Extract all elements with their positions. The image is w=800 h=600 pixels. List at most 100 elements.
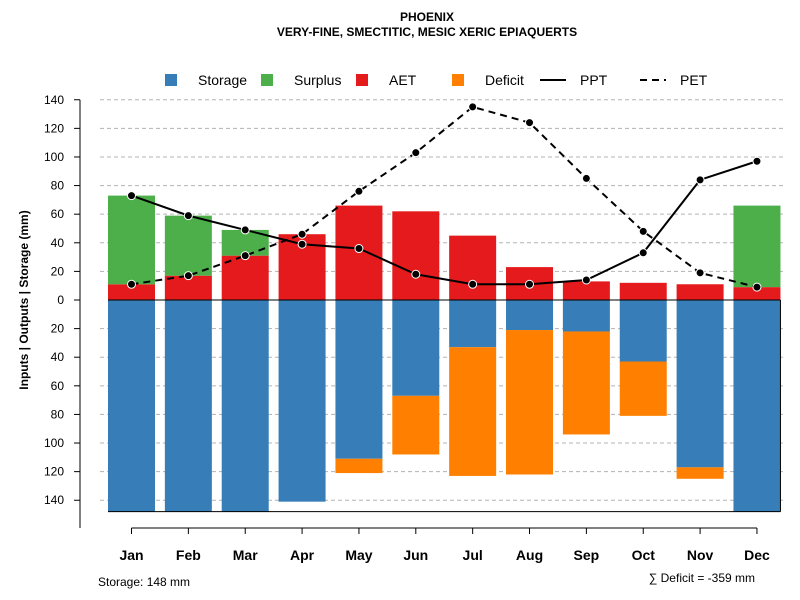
bar-storage xyxy=(108,300,155,512)
bar-deficit xyxy=(335,458,383,474)
x-tick-label: Mar xyxy=(233,547,258,563)
legend-swatch-deficit xyxy=(452,74,464,86)
bar-aet xyxy=(449,235,497,300)
bar-storage xyxy=(278,300,326,502)
bar-storage xyxy=(676,300,724,468)
legend: Storage Surplus AET Deficit PPT PET xyxy=(165,72,708,88)
y-tick-label: 100 xyxy=(44,150,64,164)
legend-label-ppt: PPT xyxy=(580,72,608,88)
y-tick-label: 20 xyxy=(51,322,65,336)
bar-deficit xyxy=(449,347,497,476)
ppt-point xyxy=(695,175,705,185)
legend-label-aet: AET xyxy=(389,72,417,88)
chart-title: PHOENIX xyxy=(400,10,454,24)
bar-deficit xyxy=(676,467,724,479)
y-tick-label: 120 xyxy=(44,121,64,135)
bar-storage xyxy=(562,300,610,332)
bar-storage xyxy=(733,300,781,512)
ppt-point xyxy=(354,244,364,254)
y-axis-label: Inputs | Outputs | Storage (mm) xyxy=(17,210,31,389)
ppt-point xyxy=(297,239,307,249)
pet-point xyxy=(297,229,307,239)
bar-storage xyxy=(449,300,497,348)
bar-aet xyxy=(108,284,155,300)
lines xyxy=(127,102,762,292)
bar-deficit xyxy=(506,330,554,475)
y-tick-label: 40 xyxy=(51,236,65,250)
pet-point xyxy=(525,118,535,128)
axes xyxy=(74,99,758,534)
legend-label-deficit: Deficit xyxy=(485,72,524,88)
x-tick-label: Dec xyxy=(744,547,770,563)
pet-point xyxy=(468,102,478,112)
legend-swatch-aet xyxy=(356,74,368,86)
pet-point xyxy=(411,148,421,158)
pet-point xyxy=(354,186,364,196)
legend-label-pet: PET xyxy=(680,72,708,88)
x-tick-label: Nov xyxy=(687,547,714,563)
x-tick-label: Apr xyxy=(290,547,315,563)
x-tick-label: Aug xyxy=(516,547,543,563)
y-tick-label: 60 xyxy=(51,207,65,221)
pet-point xyxy=(581,173,591,183)
pet-point xyxy=(240,251,250,261)
legend-label-storage: Storage xyxy=(198,72,247,88)
x-tick-label: Jun xyxy=(403,547,428,563)
y-tick-label: 100 xyxy=(44,436,64,450)
ppt-point xyxy=(240,225,250,235)
bar-surplus xyxy=(108,195,155,285)
x-tick-label: Oct xyxy=(632,547,656,563)
y-tick-label: 120 xyxy=(44,465,64,479)
bar-aet xyxy=(392,211,440,300)
y-tick-label: 140 xyxy=(44,93,64,107)
bar-deficit xyxy=(392,395,440,455)
ppt-point xyxy=(581,275,591,285)
pet-point xyxy=(695,268,705,278)
ppt-point xyxy=(411,269,421,279)
pet-point xyxy=(127,279,136,289)
y-tick-label: 80 xyxy=(51,407,65,421)
bar-aet xyxy=(676,284,724,300)
bar-storage xyxy=(164,300,212,512)
ppt-point xyxy=(183,211,193,221)
ppt-point xyxy=(127,191,136,201)
bar-storage xyxy=(506,300,554,331)
y-tick-label: 140 xyxy=(44,493,64,507)
ppt-point xyxy=(525,279,535,289)
pet-point xyxy=(752,282,762,292)
gridlines xyxy=(100,99,785,501)
bar-aet xyxy=(221,255,269,300)
ppt-point xyxy=(638,248,648,258)
deficit-note: ∑ Deficit = -359 mm xyxy=(649,571,755,585)
pet-point xyxy=(183,271,193,281)
ppt-point xyxy=(752,156,762,166)
y-tick-label: 0 xyxy=(57,293,64,307)
ppt-point xyxy=(468,279,478,289)
y-tick-label: 20 xyxy=(51,264,65,278)
bar-aet xyxy=(733,287,781,300)
bar-storage xyxy=(335,300,383,459)
bar-surplus xyxy=(164,215,212,276)
x-tick-label: Feb xyxy=(176,547,201,563)
bar-surplus xyxy=(733,205,781,288)
pet-point xyxy=(638,226,648,236)
bar-storage xyxy=(392,300,440,396)
chart-subtitle: VERY-FINE, SMECTITIC, MESIC XERIC EPIAQU… xyxy=(277,25,577,39)
bar-aet xyxy=(619,282,667,300)
x-tick-label: Jul xyxy=(463,547,483,563)
bar-storage xyxy=(619,300,667,362)
y-tick-label: 60 xyxy=(51,379,65,393)
bar-aet xyxy=(562,281,610,300)
tick-labels: 140 120 100 80 60 40 20 0 20 40 60 80 100 120 140 Jan Fe… xyxy=(44,93,770,563)
legend-swatch-surplus xyxy=(261,74,273,86)
legend-swatch-storage xyxy=(165,74,177,86)
storage-note: Storage: 148 mm xyxy=(98,575,190,589)
bar-deficit xyxy=(562,331,610,435)
y-tick-label: 40 xyxy=(51,350,65,364)
x-tick-label: Sep xyxy=(574,547,600,563)
legend-label-surplus: Surplus xyxy=(294,72,341,88)
x-tick-label: Jan xyxy=(119,547,143,563)
x-tick-label: May xyxy=(345,547,372,563)
y-tick-label: 80 xyxy=(51,179,65,193)
